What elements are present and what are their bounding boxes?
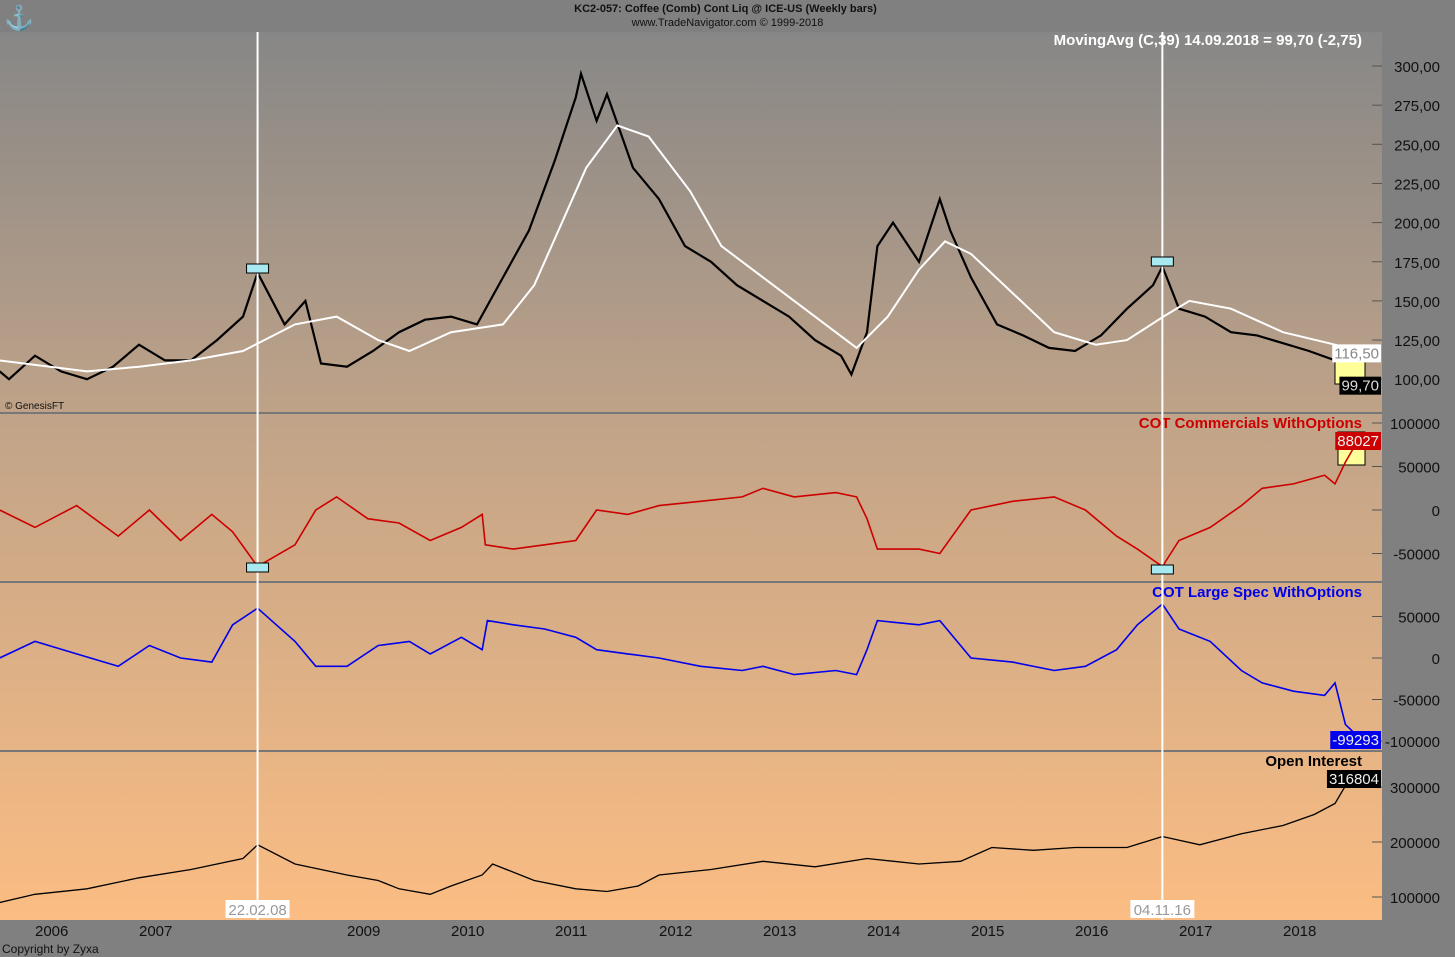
series-line-large_spec: [0, 602, 1363, 741]
y-tick-label: 0: [1432, 503, 1440, 520]
date-label: 22.02.08: [228, 902, 286, 919]
y-tick-label: 50000: [1398, 610, 1440, 627]
chart-subtitle: www.TradeNavigator.com © 1999-2018: [631, 17, 824, 29]
x-tick-label: 2013: [763, 923, 796, 940]
y-tick-label: 225,00: [1394, 176, 1440, 193]
panel-divider: [0, 750, 1382, 752]
price-bars-series: [0, 69, 1363, 381]
y-tick-label: -100000: [1385, 734, 1440, 751]
series-line-open_interest: [0, 776, 1363, 904]
y-tick-label: 275,00: [1394, 98, 1440, 115]
y-tick-label: 300,00: [1394, 59, 1440, 76]
last-ma-label: 116,50: [1334, 345, 1379, 362]
y-tick-label: 300000: [1390, 780, 1440, 797]
x-tick-label: 2007: [139, 923, 172, 940]
last-ma-badge: [1332, 344, 1381, 363]
peak-marker: [246, 263, 270, 274]
x-tick-label: 2017: [1179, 923, 1212, 940]
last-value-label: -99293: [1332, 732, 1379, 749]
y-tick-label: -50000: [1393, 547, 1440, 564]
legend-commercials: COT Commercials WithOptions: [1139, 415, 1362, 432]
last-value-badge: [1326, 770, 1381, 788]
y-tick-label: 50000: [1398, 460, 1440, 477]
y-tick-label: 200000: [1390, 835, 1440, 852]
x-tick-label: 2012: [659, 923, 692, 940]
x-tick-label: 2009: [347, 923, 380, 940]
anchor-logo-icon: ⚓: [4, 5, 34, 32]
y-tick-label: -50000: [1393, 693, 1440, 710]
peak-marker: [1150, 256, 1174, 267]
last-value-badge: [1330, 731, 1381, 749]
x-tick-label: 2010: [451, 923, 484, 940]
date-label: 04.11.16: [1134, 902, 1191, 919]
last-close-label: 99,70: [1341, 378, 1379, 395]
peak-marker: [246, 562, 270, 573]
x-tick-label: 2011: [555, 923, 587, 940]
y-tick-label: 100000: [1390, 416, 1440, 433]
peak-marker: [1150, 564, 1174, 575]
x-tick-label: 2015: [971, 923, 1004, 940]
watermark: © GenesisFT: [5, 401, 64, 412]
x-tick-label: 2006: [35, 923, 68, 940]
moving-average-line: [0, 124, 1363, 373]
x-tick-label: 2018: [1283, 923, 1316, 940]
y-tick-label: 175,00: [1394, 255, 1440, 272]
last-value-label: 316804: [1329, 771, 1379, 788]
y-tick-label: 0: [1432, 651, 1440, 668]
y-tick-label: 150,00: [1394, 294, 1440, 311]
last-value-badge: [1335, 432, 1381, 450]
y-tick-label: 125,00: [1394, 333, 1440, 350]
last-value-label: 88027: [1337, 433, 1379, 450]
chart-title: KC2-057: Coffee (Comb) Cont Liq @ ICE-US…: [574, 3, 877, 15]
copyright: Copyright by Zyxa: [2, 942, 99, 956]
date-badge: [225, 900, 290, 918]
panel-divider: [0, 412, 1382, 414]
legend-moving-avg: MovingAvg (C,39) 14.09.2018 = 99,70 (-2,…: [1054, 32, 1362, 49]
y-tick-label: 200,00: [1394, 216, 1440, 233]
y-tick-label: 250,00: [1394, 137, 1440, 154]
x-tick-label: 2014: [867, 923, 900, 940]
legend-open_interest: Open Interest: [1265, 753, 1362, 770]
panel-divider: [0, 581, 1382, 583]
y-tick-label: 100000: [1390, 890, 1440, 907]
last-close-badge: [1339, 376, 1381, 395]
plot-area: [0, 32, 1382, 920]
date-badge: [1130, 900, 1195, 918]
legend-large_spec: COT Large Spec WithOptions: [1152, 584, 1362, 601]
y-tick-label: 100,00: [1394, 372, 1440, 389]
x-tick-label: 2016: [1075, 923, 1108, 940]
